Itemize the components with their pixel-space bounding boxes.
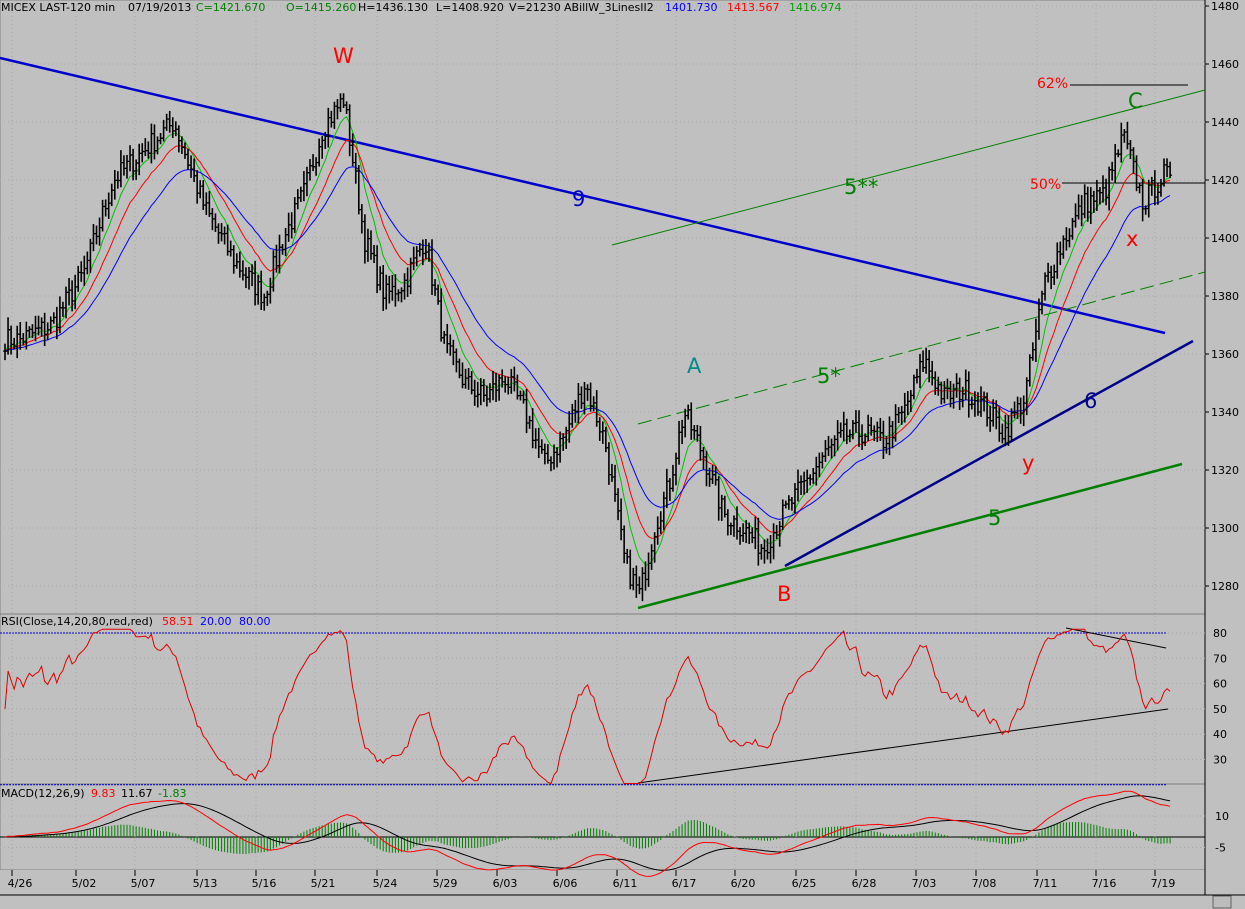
price-tick-label: 1280 [1211, 580, 1239, 593]
ma-blue-label: 1401.730 [665, 1, 718, 14]
price-tick-label: 1480 [1211, 0, 1239, 13]
price-bars [3, 93, 1173, 602]
rsi-tick-label: 40 [1213, 728, 1227, 741]
rsi-support-line [637, 708, 1169, 784]
macd-tick-label: 10 [1215, 810, 1229, 823]
wave-labels: W A B C x y 9 6 5 5* 5** 62% 50% [333, 44, 1143, 606]
channel-5-star [637, 271, 1206, 425]
date-tick-label: 5/29 [433, 877, 458, 890]
date-tick-label: 7/03 [912, 877, 937, 890]
wave-label-w: W [333, 44, 354, 68]
wave-label-c: C [1128, 89, 1143, 113]
rsi-line [4, 628, 1171, 785]
rsi-panel [0, 613, 1206, 785]
ma-green-label: 1416.974 [789, 1, 842, 14]
price-axis-strip [1205, 0, 1245, 909]
date-tick-label: 6/06 [553, 877, 578, 890]
price-tick-label: 1320 [1211, 464, 1239, 477]
fib-50-label: 50% [1030, 177, 1061, 193]
channel-label-5-double-star: 5** [844, 175, 878, 199]
trendlines [0, 56, 1206, 784]
wave-label-x: x [1126, 227, 1138, 251]
scroll-thumb[interactable] [1212, 895, 1232, 909]
price-tick-label: 1420 [1211, 174, 1239, 187]
date-tick-label: 5/24 [373, 877, 398, 890]
axes: 1280 1300 1320 1340 1360 1380 1400 1420 1440 1460… [8, 0, 1239, 890]
rsi-label: RSI(Close,14,20,80,red,red) [1, 615, 153, 628]
trendline-label-6: 6 [1084, 389, 1097, 413]
rsi-tick-label: 70 [1213, 652, 1227, 665]
rsi-high-level: 80.00 [239, 615, 271, 628]
macd-panel [0, 783, 1206, 871]
date-tick-label: 7/19 [1151, 877, 1176, 890]
macd-signal: 11.67 [121, 787, 153, 800]
date-tick-label: 4/26 [8, 877, 33, 890]
price-tick-label: 1360 [1211, 348, 1239, 361]
date-tick-label: 6/03 [493, 877, 518, 890]
rsi-series [4, 628, 1171, 785]
price-tick-label: 1400 [1211, 232, 1239, 245]
date-tick-label: 6/11 [613, 877, 638, 890]
macd-signal-line [4, 790, 1171, 877]
price-tick-label: 1380 [1211, 290, 1239, 303]
high-label: H=1436.130 [358, 1, 428, 14]
volume-label: V=21230 [509, 1, 561, 14]
date-tick-label: 5/02 [72, 877, 97, 890]
date-tick-label: 7/08 [972, 877, 997, 890]
macd-tick-label: -5 [1215, 842, 1226, 855]
date-tick-label: 6/28 [852, 877, 877, 890]
indicator-label: ABillW_3LinesII2 [564, 1, 654, 14]
fib-62-label: 62% [1037, 76, 1068, 92]
rsi-low-level: 20.00 [200, 615, 232, 628]
date-tick-label: 6/17 [672, 877, 697, 890]
rsi-tick-label: 30 [1213, 754, 1227, 767]
date-tick-label: 6/20 [731, 877, 756, 890]
price-tick-label: 1460 [1211, 58, 1239, 71]
wave-label-b: B [777, 582, 791, 606]
macd-line [4, 795, 1171, 871]
trendline-9 [0, 56, 1166, 335]
low-label: L=1408.920 [436, 1, 504, 14]
wave-label-a: A [687, 354, 702, 378]
channel-5-double-star [611, 89, 1206, 246]
rsi-resistance-line [1065, 627, 1167, 649]
date-tick-label: 5/16 [252, 877, 277, 890]
close-label: C=1421.670 [196, 1, 265, 14]
date-tick-label: 5/21 [311, 877, 336, 890]
price-tick-label: 1300 [1211, 522, 1239, 535]
channel-label-5-star: 5* [817, 364, 841, 388]
rsi-tick-label: 60 [1213, 678, 1227, 691]
symbol-label: MICEX LAST-120 min [1, 1, 115, 14]
ma-red-label: 1413.567 [727, 1, 780, 14]
rsi-value: 58.51 [162, 615, 194, 628]
price-tick-label: 1340 [1211, 406, 1239, 419]
rsi-tick-label: 80 [1213, 627, 1227, 640]
date-tick-label: 5/07 [131, 877, 156, 890]
wave-label-y: y [1022, 451, 1034, 475]
date-tick-label: 6/25 [792, 877, 817, 890]
price-bar [1168, 161, 1173, 179]
date-tick-label: 7/11 [1033, 877, 1058, 890]
price-panel [0, 0, 1206, 615]
macd-value: 9.83 [91, 787, 116, 800]
trendline-6 [784, 339, 1194, 568]
macd-hist: -1.83 [158, 787, 186, 800]
price-tick-label: 1440 [1211, 116, 1239, 129]
rsi-tick-label: 50 [1213, 703, 1227, 716]
trendline-5 [637, 462, 1183, 610]
ma-red-line [4, 139, 1171, 539]
date-label: 07/19/2013 [128, 1, 191, 14]
trendline-label-9: 9 [572, 187, 585, 211]
open-label: O=1415.260 [286, 1, 356, 14]
ma-green-line [4, 116, 1171, 566]
date-axis-strip [0, 870, 1205, 909]
macd-series [4, 790, 1171, 877]
macd-label: MACD(12,26,9) [1, 787, 85, 800]
date-tick-label: 7/16 [1092, 877, 1117, 890]
trendline-label-5: 5 [988, 506, 1001, 530]
date-tick-label: 5/13 [193, 877, 218, 890]
